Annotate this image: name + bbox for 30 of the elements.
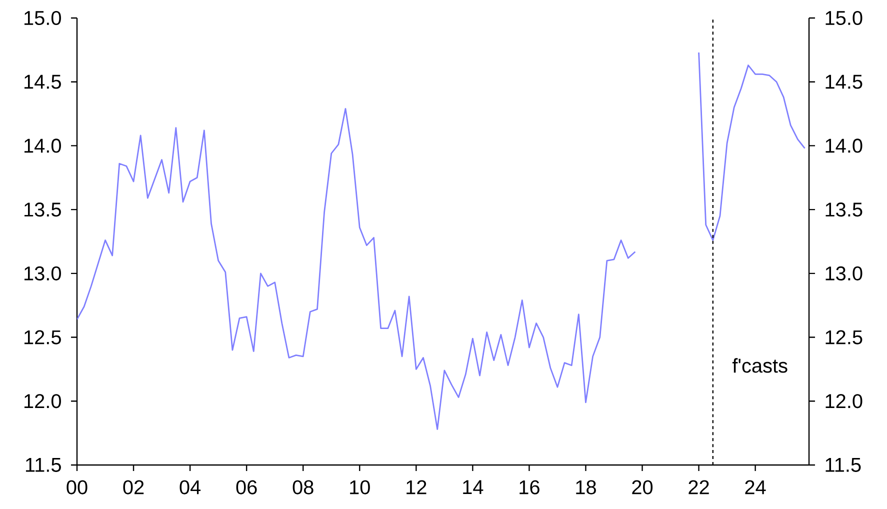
y-tick-label: 14.5 xyxy=(24,74,61,89)
x-tick-label: 00 xyxy=(66,480,88,494)
y-tick-label: 13.0 xyxy=(24,266,61,280)
x-tick-label: 16 xyxy=(520,480,540,494)
y2-tick-label: 14.0 xyxy=(826,138,862,153)
x-tick-label: 04 xyxy=(180,480,201,494)
x-tick-label: 24 xyxy=(745,480,766,494)
x-tick-label: 20 xyxy=(632,480,653,494)
y2-tick-label: 15.0 xyxy=(826,10,862,26)
y-tick-label: 15.0 xyxy=(24,10,61,26)
y2-tick-label: 13.0 xyxy=(826,266,862,280)
y2-tick-label: 14.5 xyxy=(826,74,862,89)
x-tick-label: 18 xyxy=(576,480,596,494)
y2-tick-label: 12.0 xyxy=(826,394,862,408)
y2-tick-label: 11.5 xyxy=(826,458,861,472)
x-tick-label: 10 xyxy=(350,480,370,494)
x-tick-label: 12 xyxy=(406,480,426,494)
x-tick-label: 14 xyxy=(463,480,484,494)
y-tick-label: 11.5 xyxy=(26,458,61,472)
y2-tick-label: 13.5 xyxy=(826,202,862,217)
y-tick-label: 14.0 xyxy=(24,138,61,153)
x-tick-label: 22 xyxy=(688,480,709,494)
x-tick-label: 02 xyxy=(123,480,144,494)
y-tick-label: 13.5 xyxy=(24,202,61,217)
y-tick-label: 12.0 xyxy=(24,394,61,408)
x-tick-label: 06 xyxy=(236,480,257,494)
ref-line-label: f'casts xyxy=(732,358,788,373)
x-tick-label: 08 xyxy=(292,480,314,494)
y-tick-label: 12.5 xyxy=(24,330,61,344)
y2-tick-label: 12.5 xyxy=(826,330,862,344)
